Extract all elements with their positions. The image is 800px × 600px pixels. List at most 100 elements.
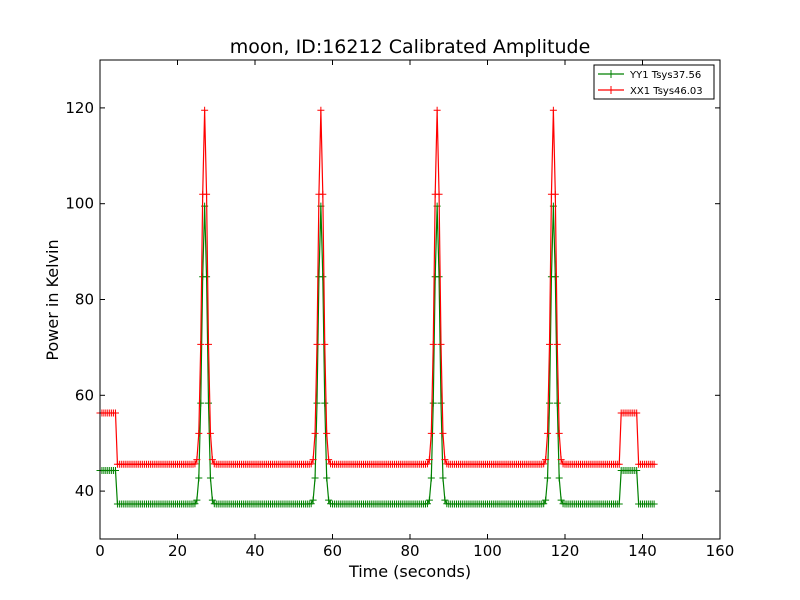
data-point [307, 460, 315, 468]
x-tick-label: 160 [706, 542, 735, 560]
data-point [557, 456, 565, 464]
data-point [208, 456, 216, 464]
data-point [319, 190, 327, 198]
data-point [425, 456, 433, 464]
data-point [540, 460, 548, 468]
data-point [615, 460, 623, 468]
data-point [325, 496, 333, 504]
series-yy1 [96, 202, 658, 508]
data-point [201, 106, 209, 114]
data-point [439, 474, 447, 482]
plot-area: 0 20 40 60 80 100 120 140 160 40 60 80 100 120 [65, 59, 734, 560]
data-point [546, 399, 553, 407]
legend-label-xx1: XX1 Tsys46.03 [630, 86, 703, 97]
x-tick-label: 140 [628, 542, 657, 560]
x-tick-label: 80 [400, 542, 419, 560]
data-point [439, 429, 447, 437]
data-point [317, 106, 325, 114]
y-tick-label: 80 [75, 291, 94, 309]
data-point [557, 496, 565, 504]
data-point [555, 474, 563, 482]
legend: YY1 Tsys37.56 XX1 Tsys46.03 [593, 64, 715, 100]
data-point [208, 496, 216, 504]
data-point [193, 496, 201, 504]
chart-title: moon, ID:16212 Calibrated Amplitude [230, 36, 591, 58]
data-point [650, 460, 658, 468]
data-point [321, 399, 329, 407]
data-point [323, 474, 331, 482]
x-tick-label: 0 [95, 542, 105, 560]
data-point [319, 273, 327, 281]
data-point [551, 190, 559, 198]
y-axis-label: Power in Kelvin [43, 239, 62, 360]
x-tick-label: 40 [245, 542, 264, 560]
data-point [205, 340, 212, 348]
data-point [555, 429, 563, 437]
data-point [203, 190, 211, 198]
x-tick-label: 60 [323, 542, 342, 560]
data-point [429, 399, 437, 407]
data-point [437, 340, 445, 348]
series-xx1 [96, 106, 658, 468]
y-tick-label: 40 [75, 482, 94, 500]
data-point [540, 500, 548, 508]
data-point [112, 467, 119, 475]
data-point [311, 429, 319, 437]
data-point [551, 273, 559, 281]
data-point [197, 340, 205, 348]
data-point [323, 429, 331, 437]
data-point [425, 496, 433, 504]
data-point [325, 456, 333, 464]
y-tick-label: 120 [65, 99, 94, 117]
data-point [441, 456, 449, 464]
data-point [435, 273, 443, 281]
x-tick-label: 100 [473, 542, 502, 560]
data-point [197, 399, 205, 407]
data-point [423, 500, 431, 508]
ticks-layer: 0 20 40 60 80 100 120 140 160 40 60 80 100 120 [65, 60, 734, 560]
data-point [206, 474, 214, 482]
data-point [542, 496, 550, 504]
data-point [193, 456, 201, 464]
data-point [427, 429, 435, 437]
legend-marker-yy1 [607, 70, 615, 78]
data-point [311, 474, 319, 482]
data-point [423, 460, 431, 468]
data-point [307, 500, 315, 508]
plot-background [100, 60, 720, 539]
legend-marker-xx1 [607, 86, 615, 94]
data-point [435, 190, 443, 198]
y-tick-label: 60 [75, 386, 94, 404]
x-axis-label: Time (seconds) [348, 562, 471, 581]
data-point [429, 340, 437, 348]
data-point [633, 467, 641, 475]
legend-label-yy1: YY1 Tsys37.56 [629, 70, 701, 81]
data-point [203, 273, 211, 281]
data-point [553, 399, 561, 407]
data-point [427, 474, 435, 482]
data-point [309, 456, 317, 464]
data-point [195, 474, 203, 482]
data-point [615, 500, 623, 508]
x-tick-label: 20 [168, 542, 187, 560]
data-point [313, 340, 321, 348]
data-point [650, 500, 658, 508]
data-point [441, 496, 449, 504]
data-point [633, 409, 641, 417]
data-point [437, 399, 445, 407]
data-point [321, 340, 329, 348]
x-tick-label: 120 [551, 542, 580, 560]
data-point [195, 429, 203, 437]
data-point [313, 399, 321, 407]
data-point [433, 106, 441, 114]
data-point [549, 106, 557, 114]
legend-entry-yy1: YY1 Tsys37.56 [598, 70, 701, 81]
data-point [546, 340, 553, 348]
data-point [544, 474, 552, 482]
y-tick-label: 100 [65, 195, 94, 213]
data-point [553, 340, 561, 348]
data-point [542, 456, 550, 464]
data-point [544, 429, 552, 437]
data-point [205, 399, 212, 407]
